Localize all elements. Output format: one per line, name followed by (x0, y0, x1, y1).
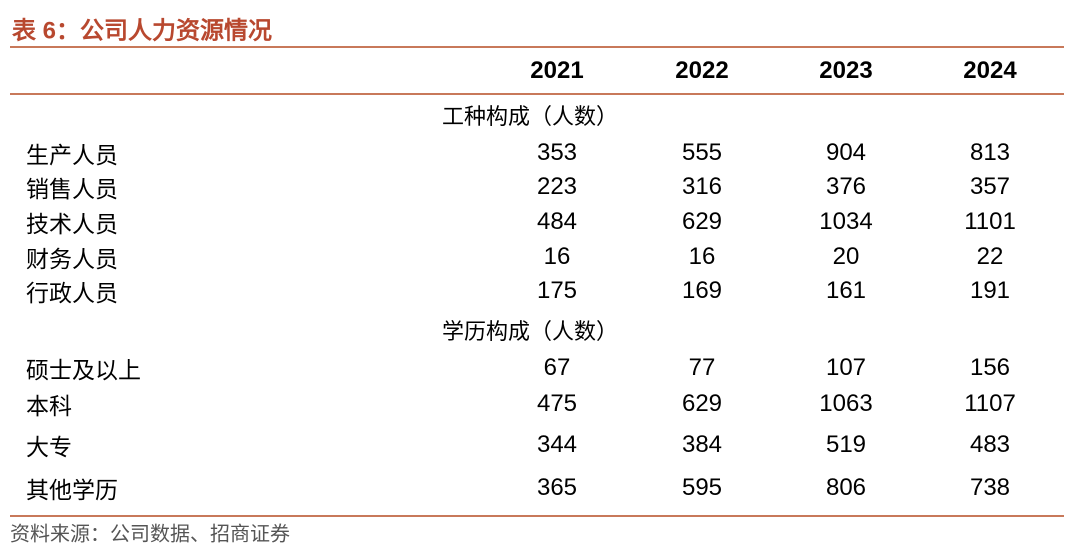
cell-value: 806 (825, 474, 867, 501)
section-label: 工种构成（人数） (441, 104, 619, 129)
cell-value: 376 (825, 173, 867, 200)
cell-value: 316 (681, 173, 723, 200)
cell-value: 191 (969, 277, 1011, 304)
cell-value: 519 (825, 431, 867, 458)
cell-value: 107 (825, 354, 867, 381)
cell-value: 813 (969, 139, 1011, 166)
section-label: 学历构成（人数） (441, 319, 619, 344)
cell-value: 67 (543, 354, 571, 381)
row-label: 销售人员 (26, 176, 118, 202)
cell-value: 629 (681, 208, 723, 235)
row-label: 技术人员 (26, 211, 118, 237)
cell-value: 738 (969, 474, 1011, 501)
row-label: 本科 (26, 393, 72, 419)
table-title: 表 6：公司人力资源情况 (12, 17, 273, 45)
row-label: 生产人员 (26, 142, 118, 168)
cell-value: 161 (825, 277, 867, 304)
cell-value: 223 (536, 173, 578, 200)
column-header: 2022 (675, 57, 729, 84)
cell-value: 1107 (964, 390, 1016, 417)
column-header: 2021 (530, 57, 584, 84)
source-note: 资料来源：公司数据、招商证券 (10, 523, 290, 546)
cell-value: 475 (536, 390, 578, 417)
column-header: 2023 (819, 57, 873, 84)
cell-value: 904 (825, 139, 867, 166)
cell-value: 344 (536, 431, 578, 458)
column-header: 2024 (963, 57, 1017, 84)
cell-value: 20 (832, 243, 860, 270)
cell-value: 1101 (964, 208, 1016, 235)
row-label: 财务人员 (26, 246, 118, 272)
bottom-rule (10, 515, 1064, 517)
cell-value: 353 (536, 139, 578, 166)
cell-value: 175 (536, 277, 578, 304)
top-rule (10, 46, 1064, 48)
cell-value: 555 (681, 139, 723, 166)
cell-value: 1063 (819, 390, 873, 417)
cell-value: 384 (681, 431, 723, 458)
cell-value: 1034 (819, 208, 873, 235)
cell-value: 77 (688, 354, 716, 381)
row-label: 大专 (26, 434, 72, 460)
cell-value: 16 (688, 243, 716, 270)
cell-value: 629 (681, 390, 723, 417)
row-label: 其他学历 (26, 477, 118, 503)
cell-value: 156 (969, 354, 1011, 381)
cell-value: 16 (543, 243, 571, 270)
cell-value: 595 (681, 474, 723, 501)
cell-value: 365 (536, 474, 578, 501)
cell-value: 484 (536, 208, 578, 235)
header-rule (10, 93, 1064, 95)
row-label: 硕士及以上 (26, 357, 141, 383)
row-label: 行政人员 (26, 280, 118, 306)
cell-value: 357 (969, 173, 1011, 200)
cell-value: 22 (976, 243, 1004, 270)
cell-value: 483 (969, 431, 1011, 458)
cell-value: 169 (681, 277, 723, 304)
